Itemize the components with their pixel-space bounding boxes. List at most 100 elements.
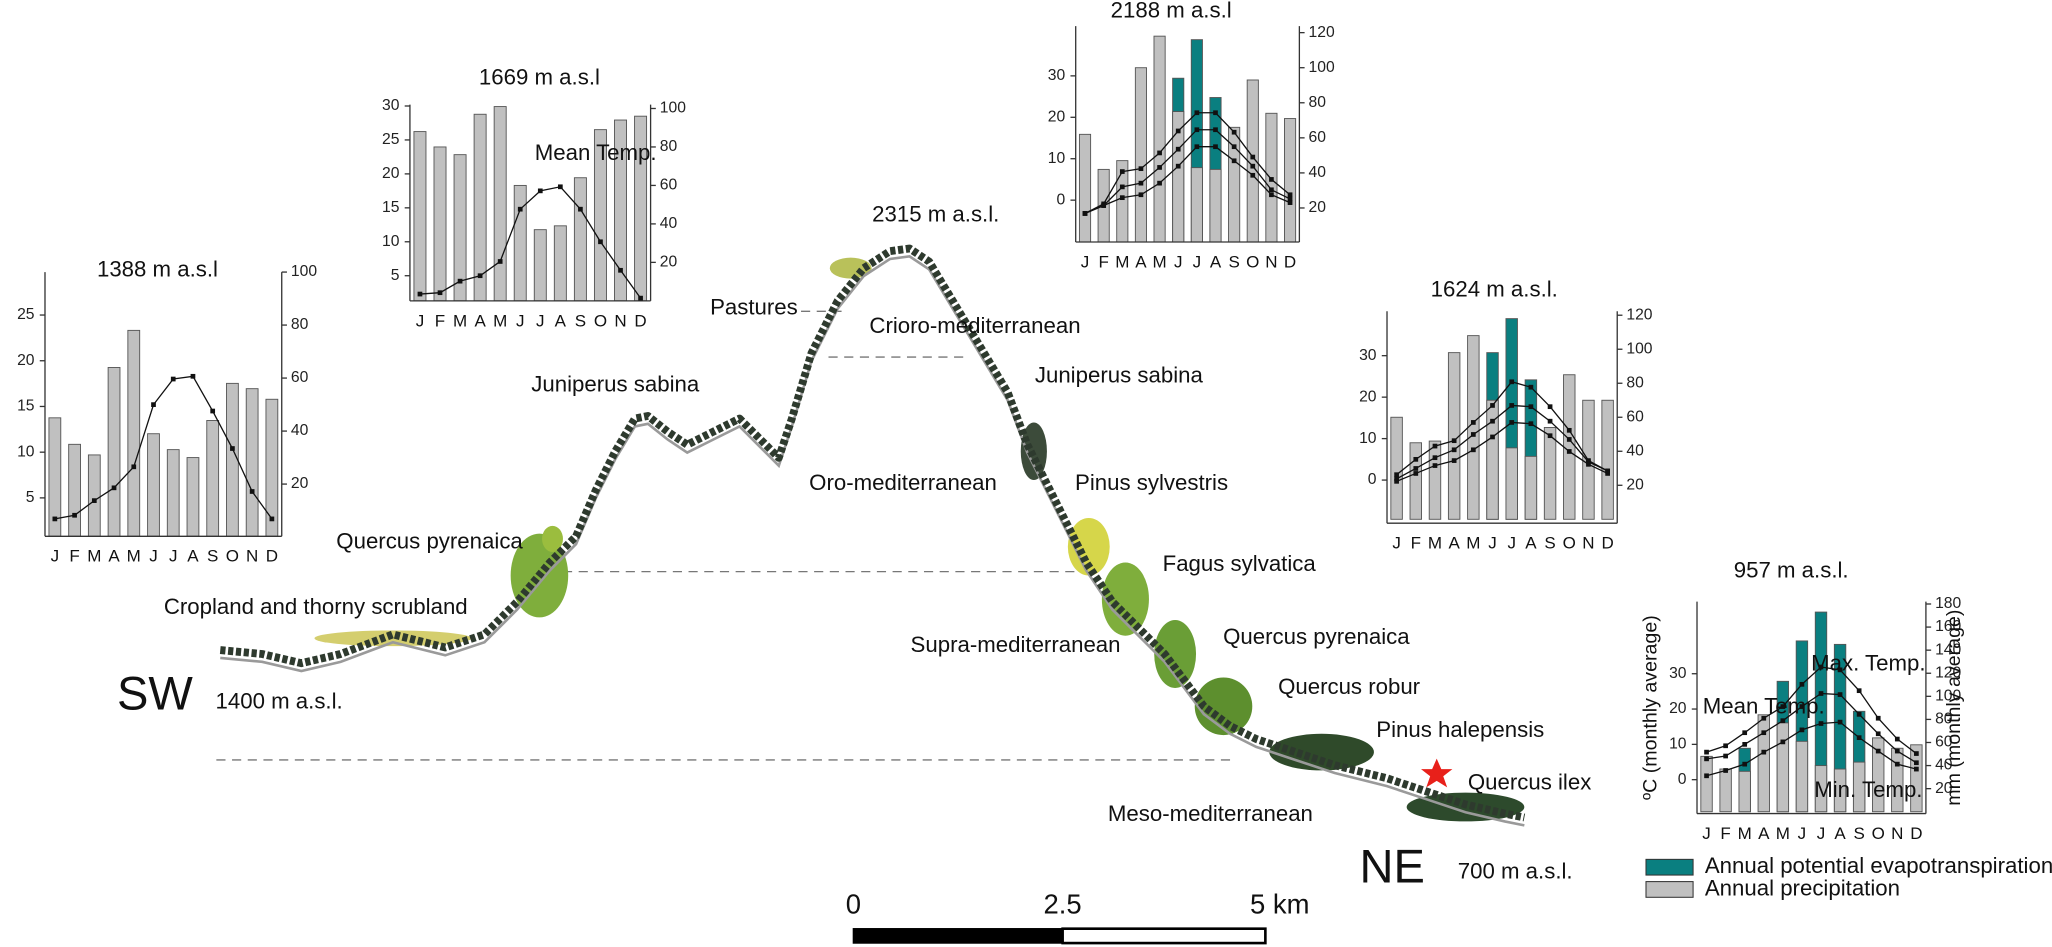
temp-marker (1723, 754, 1728, 759)
temp-marker (1471, 447, 1476, 452)
temp-marker (1269, 192, 1274, 197)
month-label: A (474, 311, 486, 330)
y-tick-label: 10 (382, 233, 400, 250)
temp-marker (1819, 721, 1824, 726)
month-label: S (1853, 824, 1864, 843)
precip-bar (534, 230, 546, 301)
precip-bar (1391, 417, 1403, 519)
temp-marker (92, 498, 97, 503)
temp-marker (1452, 458, 1457, 463)
precip-bar (88, 455, 100, 536)
temp-marker (1548, 404, 1553, 409)
chart-title: 1669 m a.s.l (479, 64, 600, 89)
y-tick-label: 20 (17, 352, 35, 369)
species-label: Fagus sylvatica (1163, 551, 1317, 576)
site-marker (1421, 759, 1452, 788)
temp-marker (1120, 185, 1125, 190)
y-tick-label: 5 (26, 489, 35, 506)
temp-marker (1548, 419, 1553, 424)
temp-marker (1394, 472, 1399, 477)
y2-tick-label: 100 (660, 100, 686, 117)
temp-marker (1471, 420, 1476, 425)
ne-label: NE (1360, 839, 1425, 892)
species-label: Quercus pyrenaica (336, 529, 523, 554)
month-label: F (69, 547, 79, 566)
precip-bar (1758, 715, 1769, 812)
precip-bar (69, 444, 81, 536)
month-label: J (51, 547, 60, 566)
precip-bar (554, 226, 566, 301)
temp-marker (1269, 177, 1274, 182)
temp-marker (1101, 203, 1106, 208)
summit-label: 2315 m a.s.l. (872, 202, 999, 227)
temp-marker (1723, 768, 1728, 773)
y-tick-label: 15 (17, 398, 35, 415)
month-label: N (614, 311, 626, 330)
y2-tick-label: 80 (660, 138, 678, 155)
figure: 2315 m a.s.l. SW 1400 m a.s.l. NE 700 m … (0, 0, 2052, 947)
temp-marker (1139, 192, 1144, 197)
month-label: D (634, 311, 646, 330)
temp-marker (1876, 749, 1881, 754)
temp-marker (72, 513, 77, 518)
temp-marker (1586, 462, 1591, 467)
temp-marker (1195, 144, 1200, 149)
zone-label: Oro-mediterranean (809, 470, 997, 495)
temp-marker (1452, 447, 1457, 452)
temp-marker (538, 189, 543, 194)
month-label: O (1872, 824, 1885, 843)
species-label: Pinus halepensis (1376, 717, 1544, 742)
y-tick-label: 0 (1368, 471, 1377, 488)
temp-marker (1704, 750, 1709, 755)
temp-marker (1780, 718, 1785, 723)
y2-tick-label: 120 (1309, 24, 1335, 41)
y-tick-label: 0 (1678, 771, 1687, 788)
temp-marker (1176, 164, 1181, 169)
temp-marker (1176, 147, 1181, 152)
month-label: N (1891, 824, 1903, 843)
temp-marker (270, 517, 275, 522)
temp-marker (1213, 144, 1218, 149)
sw-elevation: 1400 m a.s.l. (216, 688, 343, 713)
temp-marker (578, 207, 583, 212)
precip-bar (1284, 119, 1295, 242)
month-label: J (516, 311, 525, 330)
y-tick-label: 30 (382, 97, 400, 114)
y2-tick-label: 40 (291, 422, 309, 439)
temp-marker (1157, 181, 1162, 186)
temp-marker (1232, 158, 1237, 163)
scale-bar-black (853, 929, 1062, 943)
month-label: M (453, 311, 467, 330)
month-label: O (594, 311, 607, 330)
y2-tick-label: 120 (1626, 306, 1652, 323)
y2-tick-label: 60 (1626, 408, 1644, 425)
month-label: D (266, 547, 278, 566)
month-label: J (1507, 534, 1516, 553)
temp-marker (1838, 720, 1843, 725)
month-label: J (416, 311, 425, 330)
precip-bar (108, 367, 120, 536)
precip-bar (1525, 456, 1537, 519)
annotation: Mean Temp. (1703, 694, 1825, 719)
month-label: A (1525, 534, 1537, 553)
temp-marker (1490, 435, 1495, 440)
temp-marker (598, 239, 603, 244)
month-label: F (1411, 534, 1421, 553)
y2-tick-label: 100 (1626, 340, 1652, 357)
temp-marker (1509, 403, 1514, 408)
temp-line (55, 376, 272, 519)
month-label: S (1228, 252, 1239, 271)
y-tick-label: 25 (382, 131, 400, 148)
month-label: M (1428, 534, 1442, 553)
temp-marker (1139, 181, 1144, 186)
temp-marker (1914, 751, 1919, 756)
temp-marker (1250, 173, 1255, 178)
temp-marker (498, 259, 503, 264)
legend-label: Annual precipitation (1705, 875, 1900, 900)
y-tick-label: 15 (382, 199, 400, 216)
temp-marker (1471, 432, 1476, 437)
temp-marker (1288, 200, 1293, 205)
chart-title: 1624 m a.s.l. (1431, 276, 1558, 301)
month-label: D (1284, 252, 1296, 271)
species-label: Pinus sylvestris (1075, 470, 1228, 495)
